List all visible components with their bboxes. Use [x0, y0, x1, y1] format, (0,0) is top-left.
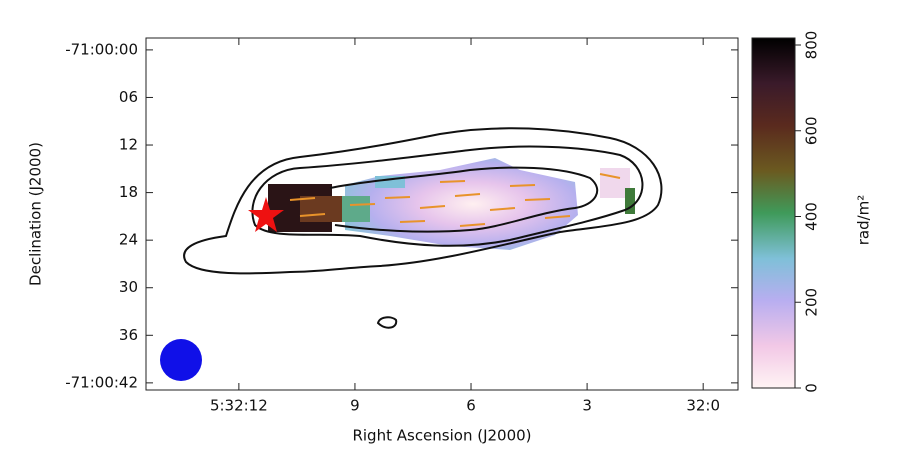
- y-tick-label: 12: [119, 136, 138, 154]
- colorbar-label: rad/m²: [855, 195, 873, 246]
- plot-frame: [145, 37, 739, 391]
- rm-map: [340, 196, 370, 222]
- x-tick-label: 32:0: [686, 397, 720, 415]
- y-tick-label: 36: [119, 326, 138, 344]
- contour: [183, 127, 663, 275]
- contour: [329, 166, 599, 233]
- rm-map: [625, 188, 635, 214]
- x-tick-label: 3: [582, 397, 592, 415]
- colorbar-tick-label: 200: [803, 288, 821, 317]
- x-axis-label: Right Ascension (J2000): [352, 427, 531, 445]
- y-tick-label: -71:00:42: [65, 373, 138, 391]
- colorbar: [751, 37, 796, 389]
- beam: [160, 339, 202, 381]
- x-tick-label: 9: [350, 397, 360, 415]
- x-tick-label: 6: [466, 397, 476, 415]
- colorbar-tick-label: 0: [803, 383, 821, 393]
- y-tick-label: 30: [119, 278, 138, 296]
- image: [160, 127, 663, 381]
- y-tick-label: 24: [119, 231, 138, 249]
- colorbar-tick-label: 400: [803, 202, 821, 231]
- x-tick-label: 5:32:12: [210, 397, 268, 415]
- vectors: [289, 173, 621, 227]
- colorbar-tick-label: 600: [803, 116, 821, 145]
- star: [248, 197, 284, 232]
- y-axis-label: Declination (J2000): [27, 142, 45, 286]
- y-tick-label: 18: [119, 183, 138, 201]
- contour: [376, 316, 398, 329]
- colorbar-tick-label: 800: [803, 31, 821, 60]
- y-tick-label: -71:00:00: [65, 40, 138, 58]
- contour: [251, 145, 644, 247]
- y-tick-label: 06: [119, 88, 138, 106]
- rm-map: [300, 196, 342, 222]
